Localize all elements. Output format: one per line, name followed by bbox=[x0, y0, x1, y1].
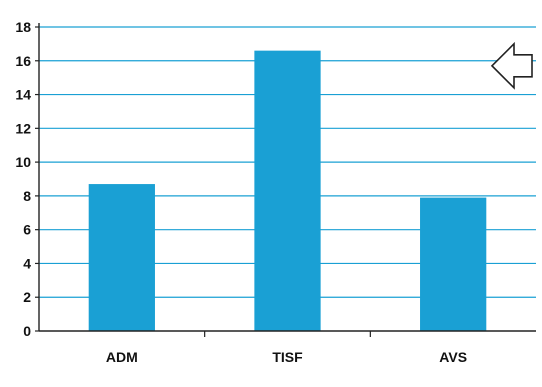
left-arrow-icon bbox=[490, 41, 533, 90]
y-tick-label-6: 6 bbox=[23, 222, 31, 238]
axes bbox=[35, 23, 536, 337]
bar-adm bbox=[88, 184, 155, 331]
y-tick-label-0: 0 bbox=[23, 323, 31, 339]
x-tick-label-avs: AVS bbox=[439, 349, 467, 365]
y-tick-label-10: 10 bbox=[15, 154, 31, 170]
y-tick-label-14: 14 bbox=[15, 87, 31, 103]
x-tick-labels: ADM TISF AVS bbox=[106, 349, 467, 365]
bar-tisf bbox=[254, 50, 321, 332]
y-tick-labels: 0 2 4 6 8 10 12 14 16 18 bbox=[15, 19, 31, 339]
x-tick-label-tisf: TISF bbox=[272, 349, 303, 365]
bar-avs bbox=[420, 197, 487, 331]
y-tick-label-8: 8 bbox=[23, 188, 31, 204]
y-tick-label-18: 18 bbox=[15, 19, 31, 35]
y-tick-label-16: 16 bbox=[15, 53, 31, 69]
annotations bbox=[490, 41, 533, 90]
bars bbox=[88, 50, 487, 332]
y-tick-label-12: 12 bbox=[15, 120, 31, 136]
y-tick-label-4: 4 bbox=[23, 255, 31, 271]
y-tick-label-2: 2 bbox=[23, 289, 31, 305]
x-tick-label-adm: ADM bbox=[106, 349, 138, 365]
